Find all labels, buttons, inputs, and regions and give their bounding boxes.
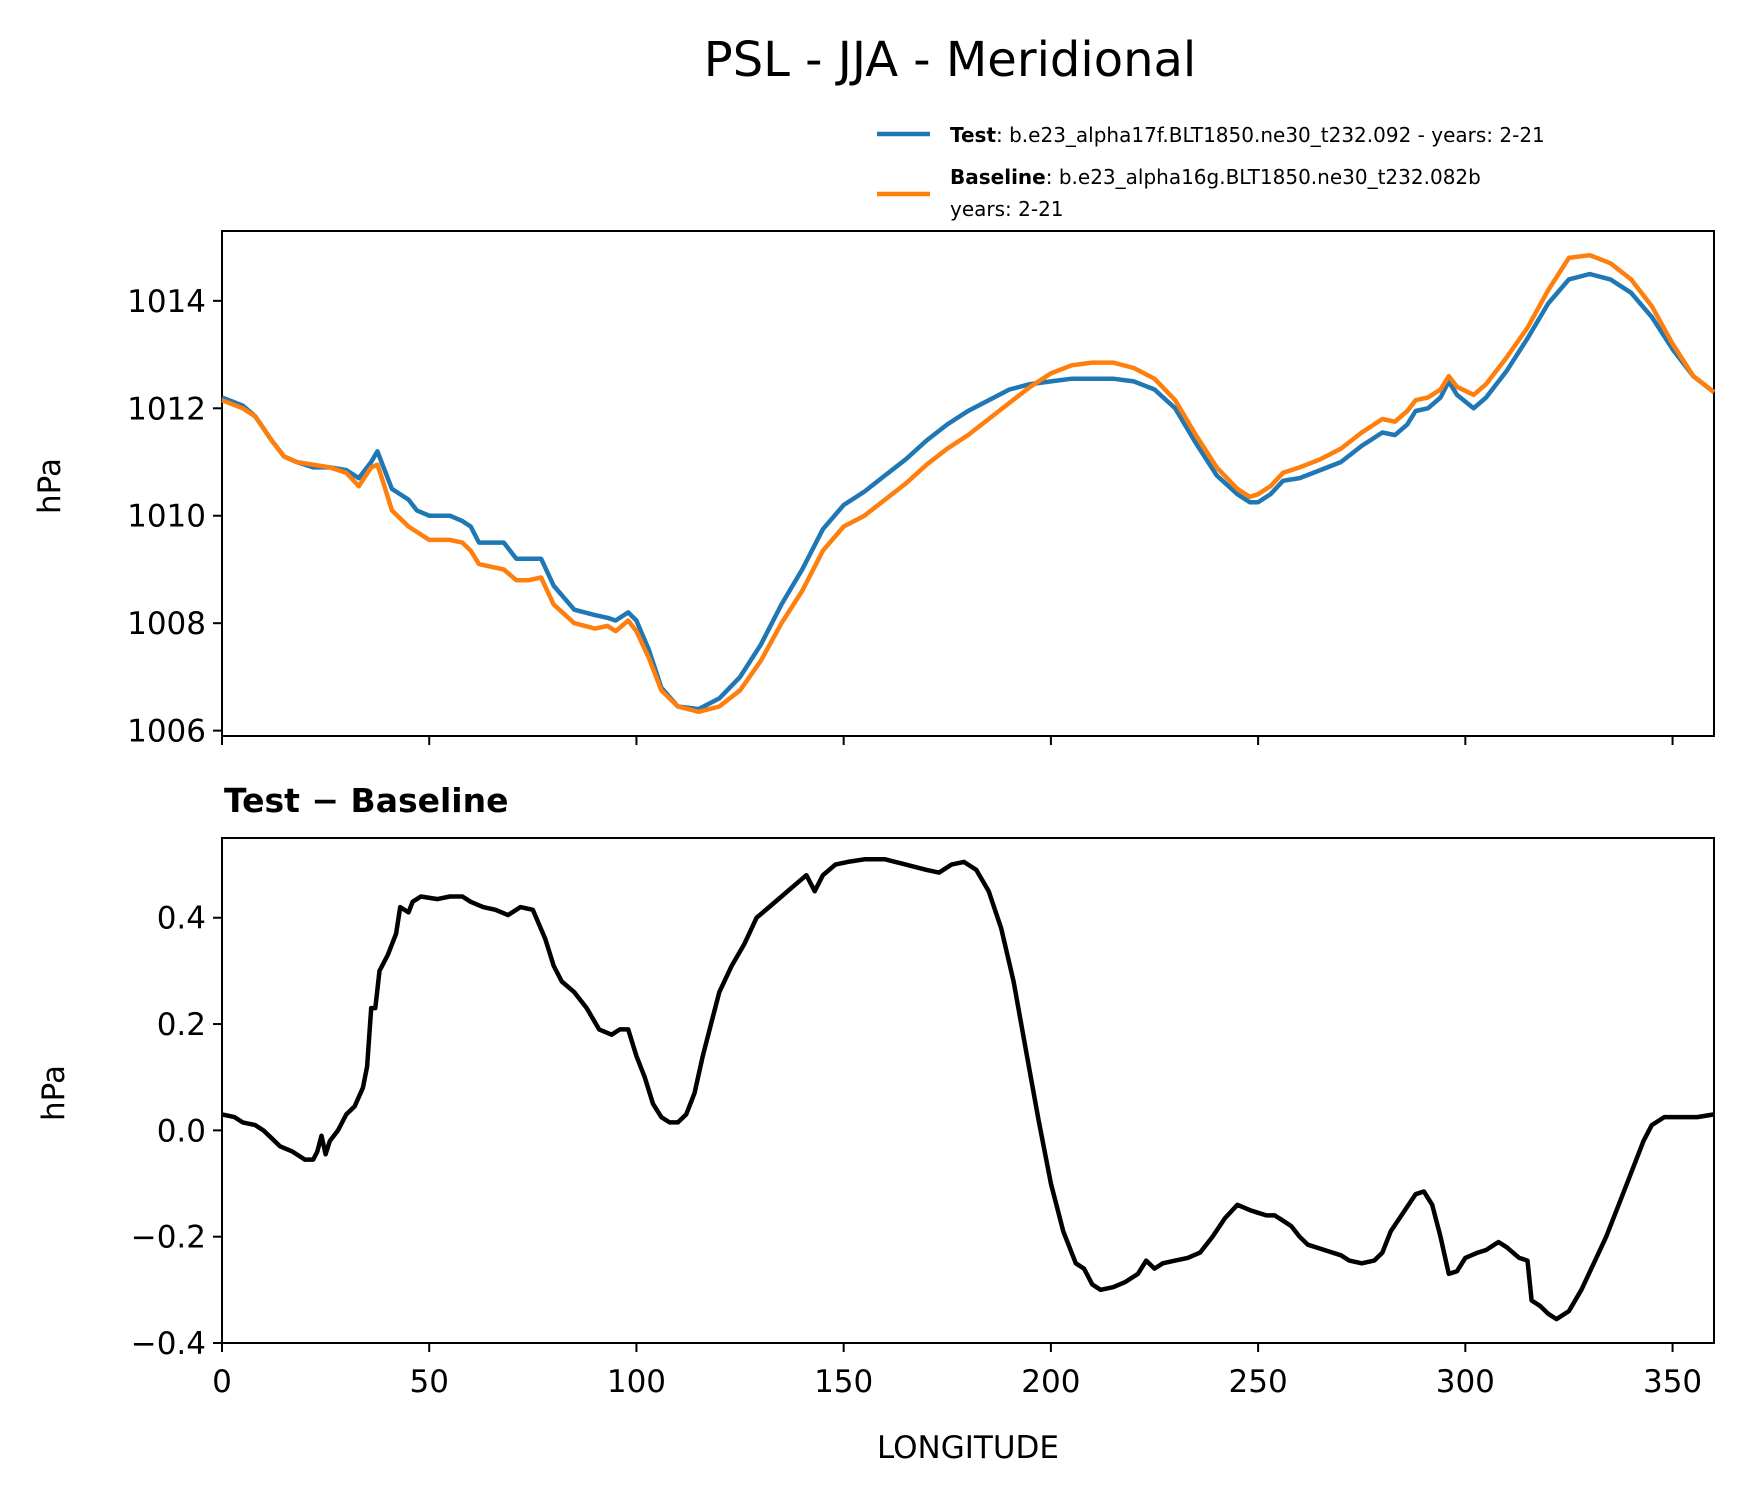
x-tick-label: 150 (814, 1364, 873, 1400)
top-y-axis-label: hPa (32, 458, 68, 514)
y-tick-label: 1006 (127, 714, 206, 750)
y-tick-label: 0.4 (157, 901, 206, 937)
legend-test-name: Test (950, 123, 996, 147)
series-line-baseline (221, 252, 1716, 715)
x-tick-label: 300 (1436, 1364, 1495, 1400)
series-line-test (221, 271, 1716, 712)
y-tick-label: 1012 (127, 391, 206, 427)
bottom-panel: Test − Baseline hPa −0.4 −0.2 0.0 0.2 0.4 0 5… (36, 781, 1715, 1466)
legend-test-desc: : b.e23_alpha17f.BLT1850.ne30_t232.092 -… (996, 123, 1545, 147)
y-tick-label: 1014 (127, 284, 206, 320)
top-x-ticks (221, 736, 1674, 745)
y-tick-label: −0.2 (131, 1220, 206, 1256)
series-line-test-baseline (221, 857, 1715, 1322)
y-tick-label: 0.2 (157, 1007, 206, 1043)
legend-baseline-desc: : b.e23_alpha16g.BLT1850.ne30_t232.082b (1046, 165, 1481, 189)
bottom-panel-title: Test − Baseline (224, 781, 509, 820)
x-tick-label: 0 (212, 1364, 232, 1400)
x-tick-label: 250 (1229, 1364, 1288, 1400)
top-panel: hPa 1006 1008 1010 1012 1014 (32, 230, 1716, 750)
bottom-plot-frame (221, 837, 1715, 1344)
legend: Test: b.e23_alpha17f.BLT1850.ne30_t232.0… (877, 123, 1545, 221)
legend-baseline-name: Baseline (950, 165, 1046, 189)
x-tick-label: 50 (409, 1364, 448, 1400)
x-tick-label: 100 (607, 1364, 666, 1400)
x-axis-label: LONGITUDE (877, 1430, 1059, 1466)
y-tick-label: 0.0 (157, 1113, 206, 1149)
bottom-y-ticks: −0.4 −0.2 0.0 0.2 0.4 (131, 901, 222, 1362)
bottom-series (221, 857, 1715, 1322)
bottom-y-axis-label: hPa (36, 1065, 72, 1121)
y-tick-label: 1010 (127, 499, 206, 535)
bottom-x-ticks: 0 50 100 150 200 250 300 350 (212, 1343, 1702, 1400)
top-plot-frame (221, 230, 1715, 737)
x-tick-label: 350 (1643, 1364, 1702, 1400)
y-tick-label: −0.4 (131, 1326, 206, 1362)
top-series (221, 252, 1716, 715)
y-tick-label: 1008 (127, 606, 206, 642)
top-y-ticks: 1006 1008 1010 1012 1014 (127, 284, 222, 750)
legend-baseline-entry: Baseline: b.e23_alpha16g.BLT1850.ne30_t2… (950, 165, 1481, 189)
legend-test-entry: Test: b.e23_alpha17f.BLT1850.ne30_t232.0… (950, 123, 1545, 147)
legend-baseline-desc-line2: years: 2-21 (950, 197, 1064, 221)
figure-title: PSL - JJA - Meridional (704, 32, 1197, 88)
x-tick-label: 200 (1021, 1364, 1080, 1400)
